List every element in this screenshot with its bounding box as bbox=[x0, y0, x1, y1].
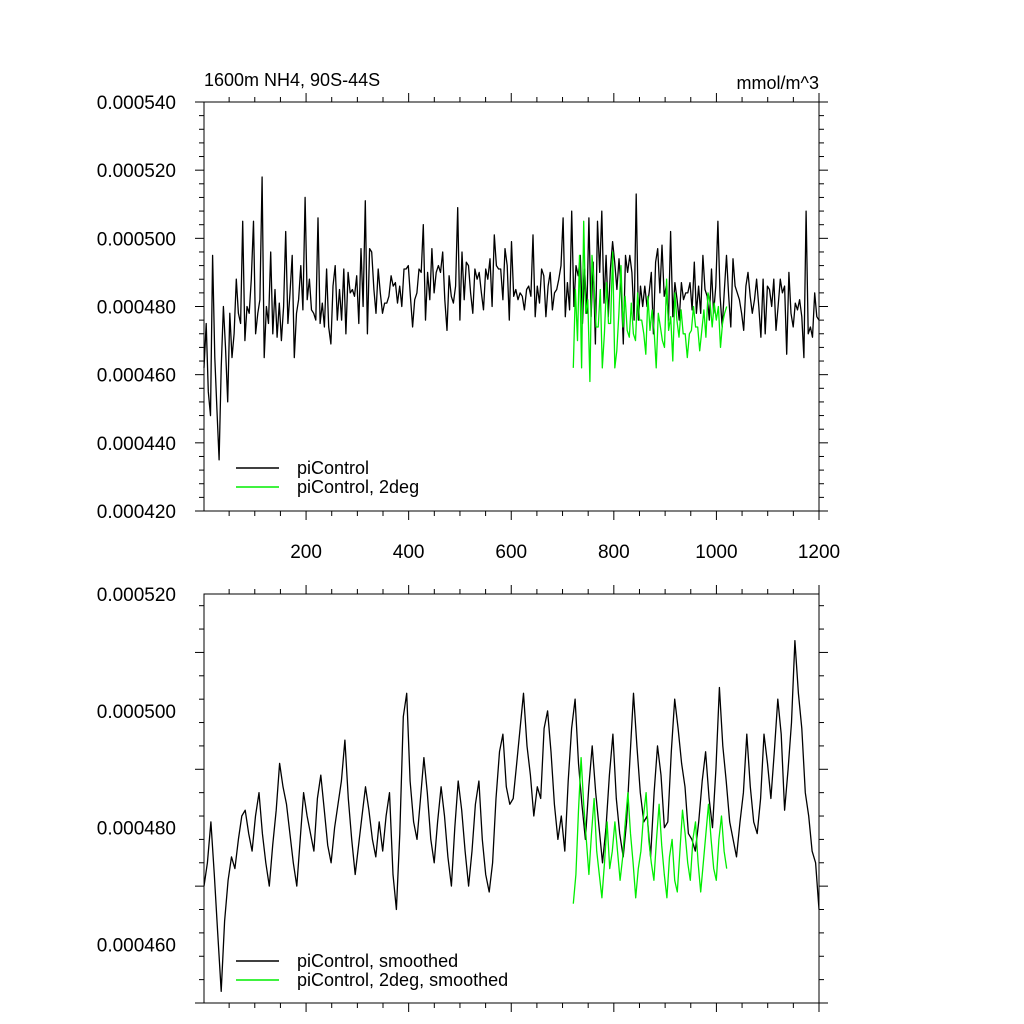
y-tick-label: 0.000420 bbox=[97, 502, 176, 523]
series-line-1 bbox=[203, 640, 820, 992]
y-tick-label: 0.000540 bbox=[97, 93, 176, 114]
chart-units: mmol/m^3 bbox=[737, 73, 819, 93]
x-tick-label: 600 bbox=[495, 542, 527, 563]
legend-label: piControl, 2deg bbox=[297, 477, 419, 497]
y-tick-label: 0.000500 bbox=[97, 702, 176, 723]
series-line-2 bbox=[572, 756, 728, 904]
y-tick-label: 0.000480 bbox=[97, 298, 176, 319]
y-tick-label: 0.000460 bbox=[97, 936, 176, 957]
x-tick-label: 1000 bbox=[695, 542, 737, 563]
chart-title: 1600m NH4, 90S-44S bbox=[204, 70, 380, 90]
y-tick-label: 0.000500 bbox=[97, 229, 176, 250]
plot-frame bbox=[203, 593, 820, 1004]
plot-frame bbox=[203, 101, 820, 512]
y-tick-label: 0.000520 bbox=[97, 161, 176, 182]
legend-label: piControl, 2deg, smoothed bbox=[297, 970, 508, 990]
x-ticks: 200 400 600 800 1000 1200 bbox=[228, 93, 840, 563]
plot-2: 0.000460 0.000480 0.000500 0.000520 piContro… bbox=[97, 585, 828, 1012]
y-ticks: 0.000420 0.000440 0.000460 0.000480 0.000500… bbox=[97, 93, 828, 523]
legend-label: piControl, smoothed bbox=[297, 951, 458, 971]
x-tick-label: 800 bbox=[598, 542, 630, 563]
y-tick-label: 0.000440 bbox=[97, 434, 176, 455]
series-group bbox=[203, 640, 820, 992]
x-tick-label: 1200 bbox=[798, 542, 840, 563]
y-tick-label: 0.000460 bbox=[97, 366, 176, 387]
series-group bbox=[203, 176, 820, 461]
y-tick-label: 0.000520 bbox=[97, 585, 176, 606]
x-tick-label: 400 bbox=[393, 542, 425, 563]
y-tick-label: 0.000480 bbox=[97, 819, 176, 840]
x-ticks bbox=[228, 585, 820, 1012]
legend-label: piControl bbox=[297, 458, 369, 478]
x-tick-label: 200 bbox=[290, 542, 322, 563]
y-ticks: 0.000460 0.000480 0.000500 0.000520 bbox=[97, 585, 828, 1004]
series-line-2 bbox=[572, 220, 728, 383]
plot-1: 200 400 600 800 1000 12000.0004200.0004400.00… bbox=[97, 70, 840, 563]
series-line-1 bbox=[203, 176, 820, 461]
